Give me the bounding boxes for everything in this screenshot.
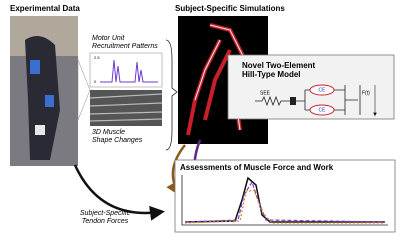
tick-label: 2.5 xyxy=(94,55,100,60)
model-title: Hill-Type Model xyxy=(242,70,301,79)
label: Shape Changes xyxy=(92,137,143,144)
label: CE xyxy=(319,107,327,113)
label: Subject-Specific xyxy=(80,210,131,217)
label: Motor Unit xyxy=(92,35,125,42)
arrow xyxy=(73,164,165,221)
section-title: Subject-Specific Simulations xyxy=(175,4,285,13)
model-box xyxy=(227,54,395,120)
tick-label: 0 xyxy=(94,79,97,84)
ultrasound-image xyxy=(89,90,163,126)
label: 3D Muscle xyxy=(92,129,125,136)
label: SEE xyxy=(260,90,271,96)
section-title: Experimental Data xyxy=(10,4,80,13)
emg-plot xyxy=(89,52,163,88)
label: Recruitment Patterns xyxy=(92,43,158,50)
model-title: Novel Two-Element xyxy=(242,61,316,70)
brace xyxy=(165,39,178,151)
assessment-box xyxy=(174,159,396,233)
assessment-title: Assessments of Muscle Force and Work xyxy=(180,163,334,172)
label: F(t) xyxy=(362,90,370,96)
label: Tendon Forces xyxy=(82,218,129,225)
label: CE xyxy=(319,87,327,93)
experiment-photo xyxy=(10,16,91,166)
